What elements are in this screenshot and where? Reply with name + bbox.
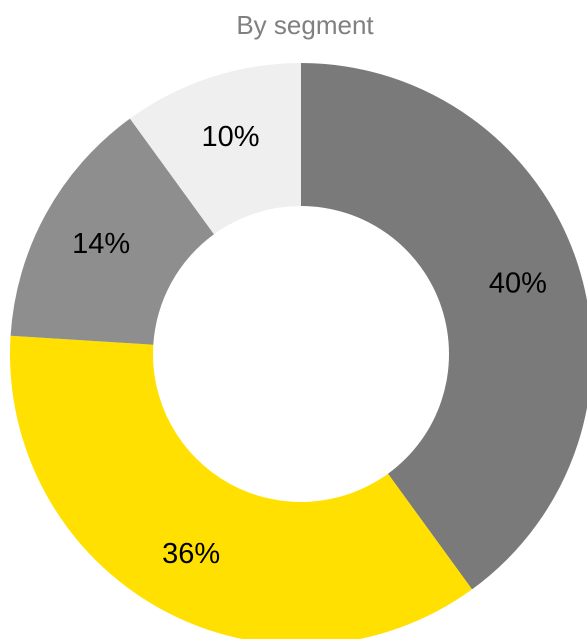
donut-slice-0 xyxy=(301,63,587,590)
data-label-2: 14% xyxy=(72,228,130,260)
data-label-3: 10% xyxy=(202,121,260,153)
donut-slice-1 xyxy=(10,335,473,639)
donut-slice-3 xyxy=(129,63,301,235)
donut-slice-2 xyxy=(10,118,215,345)
data-label-1: 36% xyxy=(162,538,220,570)
data-label-0: 40% xyxy=(489,268,547,300)
chart-title: By segment xyxy=(236,10,374,40)
donut-labels: 40% 36% 14% 10% xyxy=(72,121,547,570)
donut-slices xyxy=(10,63,587,639)
